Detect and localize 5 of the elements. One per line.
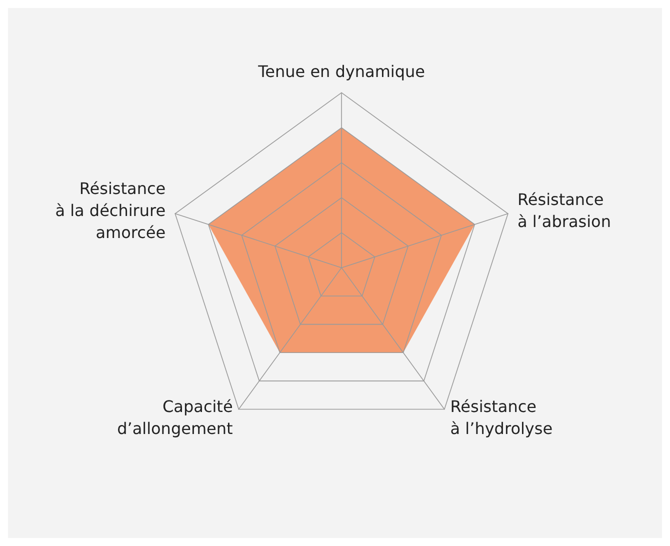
spoke-label: Résistance à la déchirure amorcée xyxy=(55,179,166,242)
spoke-label: Résistance à l’hydrolyse xyxy=(450,396,553,438)
spoke-label: Capacité d’allongement xyxy=(117,396,233,438)
spoke-label: Tenue en dynamique xyxy=(257,62,425,82)
spoke-label: Résistance à l’abrasion xyxy=(517,190,611,232)
